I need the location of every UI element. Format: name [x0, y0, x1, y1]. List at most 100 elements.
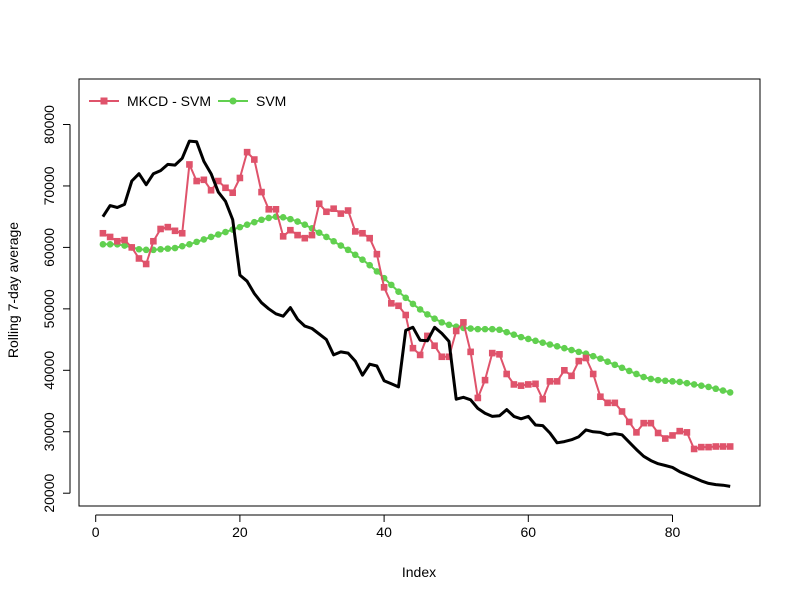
data-point — [546, 341, 554, 348]
data-point — [640, 419, 647, 427]
data-point — [705, 443, 712, 451]
data-point — [719, 443, 727, 450]
data-point — [366, 261, 373, 269]
data-point — [207, 233, 215, 241]
data-point — [150, 237, 157, 245]
data-point — [726, 443, 734, 450]
data-point — [287, 215, 294, 223]
data-point — [395, 288, 402, 295]
data-point — [330, 205, 337, 212]
data-point — [698, 382, 705, 389]
data-point — [496, 351, 503, 358]
data-point — [373, 268, 381, 275]
data-point — [315, 200, 323, 208]
data-point — [287, 226, 294, 234]
data-point — [301, 221, 309, 228]
data-point — [568, 346, 575, 354]
data-point — [539, 339, 547, 346]
data-point — [135, 245, 143, 253]
legend-marker — [229, 97, 237, 105]
x-tick-label: 80 — [665, 524, 681, 540]
data-point — [164, 223, 172, 231]
series-line — [101, 139, 731, 488]
data-point — [683, 429, 691, 436]
data-point — [388, 300, 395, 307]
data-point — [625, 367, 633, 375]
data-point — [178, 242, 186, 250]
data-point — [503, 328, 510, 336]
data-point — [676, 378, 684, 386]
data-point — [279, 233, 287, 240]
y-tick-label: 60000 — [41, 228, 57, 267]
data-point — [121, 236, 128, 244]
data-point — [416, 351, 424, 359]
data-point — [222, 228, 229, 236]
data-point — [416, 306, 424, 313]
data-point — [654, 429, 662, 437]
data-point — [272, 206, 280, 213]
data-point — [351, 251, 359, 259]
data-point — [669, 432, 676, 439]
data-point — [279, 213, 287, 221]
data-point — [308, 231, 316, 239]
data-point — [193, 238, 200, 246]
data-point — [488, 325, 496, 333]
data-point — [445, 353, 453, 361]
y-tick-label: 70000 — [41, 166, 57, 205]
data-point — [229, 189, 236, 197]
data-point — [207, 186, 215, 194]
data-point — [366, 234, 373, 242]
data-point — [618, 364, 626, 372]
data-point — [323, 208, 330, 216]
data-point — [683, 379, 691, 387]
data-point — [589, 352, 597, 360]
data-point — [618, 408, 626, 415]
data-point — [438, 353, 446, 361]
data-point — [157, 245, 164, 253]
data-point — [604, 358, 611, 365]
data-point — [99, 229, 107, 237]
data-point — [323, 233, 330, 241]
y-tick-label: 30000 — [41, 412, 57, 451]
data-point — [445, 321, 453, 329]
data-point — [200, 236, 208, 243]
data-point — [301, 234, 309, 242]
x-tick-label: 20 — [232, 524, 248, 540]
data-point — [135, 255, 143, 262]
legend-item: SVM — [218, 93, 286, 109]
data-point — [719, 387, 727, 394]
data-point — [481, 325, 489, 333]
data-point — [474, 325, 482, 333]
data-point — [532, 337, 539, 345]
data-point — [315, 229, 323, 236]
data-point — [568, 372, 575, 380]
data-point — [712, 385, 720, 393]
data-point — [669, 378, 676, 385]
data-point — [402, 311, 410, 319]
data-point — [243, 148, 251, 156]
data-point — [597, 393, 604, 401]
data-point — [402, 294, 410, 302]
data-point — [337, 210, 345, 217]
data-point — [164, 245, 172, 252]
data-point — [171, 244, 179, 252]
data-point — [575, 357, 583, 365]
data-point — [265, 206, 273, 213]
data-point — [142, 246, 150, 254]
data-point — [114, 237, 121, 245]
data-point — [186, 241, 193, 248]
data-point — [625, 418, 633, 426]
data-point — [496, 326, 503, 334]
data-point — [575, 348, 583, 356]
data-point — [517, 382, 525, 389]
data-point — [661, 435, 669, 442]
data-point — [409, 300, 417, 308]
data-point — [186, 161, 193, 168]
data-point — [698, 443, 705, 451]
data-point — [611, 361, 619, 369]
data-point — [517, 333, 525, 341]
data-point — [337, 242, 345, 249]
data-point — [503, 370, 510, 378]
data-point — [532, 380, 539, 388]
data-point — [488, 349, 496, 357]
